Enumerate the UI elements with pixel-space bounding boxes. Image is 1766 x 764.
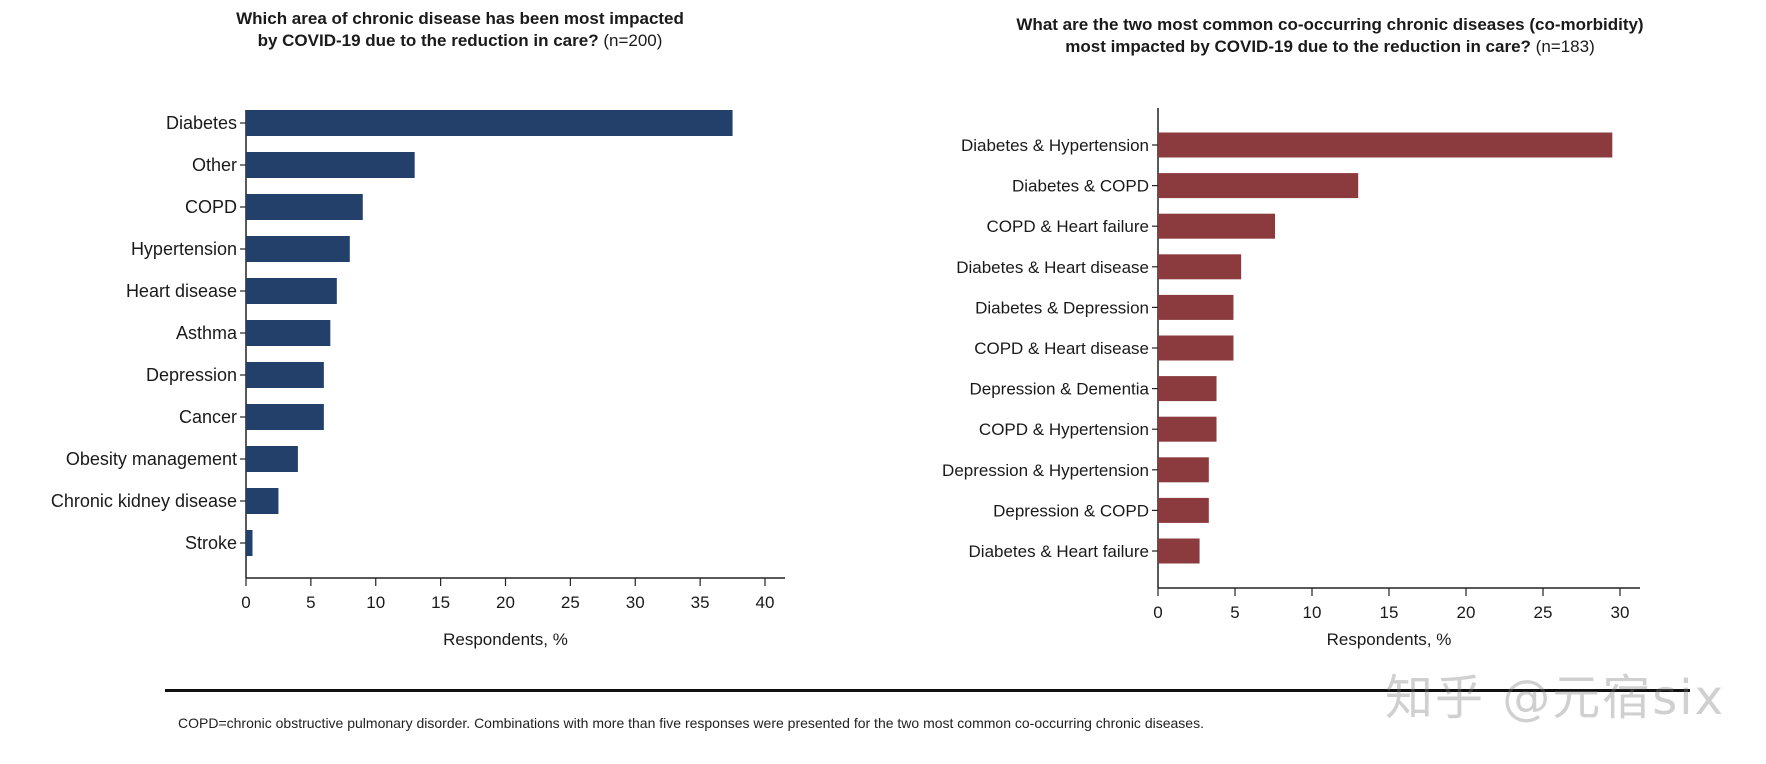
left-xtick-label-4: 20 <box>496 593 515 612</box>
left-category-label-6: Depression <box>146 365 237 385</box>
right-bar-6 <box>1158 376 1217 402</box>
left-category-label-0: Diabetes <box>166 113 237 133</box>
left-category-label-8: Obesity management <box>66 449 237 469</box>
left-xtick-label-5: 25 <box>561 593 580 612</box>
right-xtick-label-1: 5 <box>1230 603 1239 622</box>
right-xtick-label-3: 15 <box>1380 603 1399 622</box>
left-bar-9 <box>246 488 279 514</box>
right-bar-5 <box>1158 335 1234 361</box>
right-bar-0 <box>1158 132 1613 158</box>
right-category-label-2: COPD & Heart failure <box>987 217 1150 236</box>
right-category-label-1: Diabetes & COPD <box>1012 177 1149 196</box>
right-bar-10 <box>1158 538 1200 564</box>
left-bar-1 <box>246 152 415 178</box>
right-bar-2 <box>1158 213 1276 239</box>
left-category-label-4: Heart disease <box>126 281 237 301</box>
right-xtick-label-4: 20 <box>1457 603 1476 622</box>
watermark: 知乎 @元宿six <box>1385 670 1726 726</box>
left-xtick-label-8: 40 <box>756 593 775 612</box>
left-category-label-3: Hypertension <box>131 239 237 259</box>
left-x-axis-label: Respondents, % <box>443 630 568 649</box>
left-category-label-9: Chronic kidney disease <box>51 491 237 511</box>
left-category-label-5: Asthma <box>176 323 238 343</box>
left-category-label-10: Stroke <box>185 533 237 553</box>
right-title-n: (n=183) <box>1535 37 1595 56</box>
right-xtick-label-6: 30 <box>1611 603 1630 622</box>
left-title-n: (n=200) <box>603 31 663 50</box>
right-bar-3 <box>1158 254 1242 280</box>
right-xtick-label-0: 0 <box>1153 603 1162 622</box>
left-bar-2 <box>246 194 363 220</box>
right-category-label-8: Depression & Hypertension <box>942 461 1149 480</box>
left-xtick-label-1: 5 <box>306 593 315 612</box>
right-title-line1: What are the two most common co-occurrin… <box>1016 15 1644 34</box>
right-chart-title: What are the two most common co-occurrin… <box>920 14 1740 58</box>
left-category-label-2: COPD <box>185 197 237 217</box>
left-bar-0 <box>246 110 733 136</box>
left-bar-6 <box>246 362 324 388</box>
left-bar-3 <box>246 236 350 262</box>
right-bar-4 <box>1158 294 1234 320</box>
left-bar-4 <box>246 278 337 304</box>
right-xtick-label-2: 10 <box>1303 603 1322 622</box>
right-category-label-4: Diabetes & Depression <box>975 298 1149 317</box>
left-chart-title: Which area of chronic disease has been m… <box>150 8 770 52</box>
right-category-label-10: Diabetes & Heart failure <box>969 542 1149 561</box>
left-category-label-1: Other <box>192 155 237 175</box>
left-xtick-label-6: 30 <box>626 593 645 612</box>
right-bar-1 <box>1158 173 1359 199</box>
right-x-axis-label: Respondents, % <box>1327 630 1452 649</box>
right-title-line2: most impacted by COVID-19 due to the red… <box>1065 37 1531 56</box>
right-category-label-9: Depression & COPD <box>993 501 1149 520</box>
footer-divider <box>165 689 1690 692</box>
left-bar-8 <box>246 446 298 472</box>
left-bar-10 <box>246 530 253 556</box>
left-xtick-label-3: 15 <box>431 593 450 612</box>
left-title-line1: Which area of chronic disease has been m… <box>236 9 684 28</box>
left-title-line2: by COVID-19 due to the reduction in care… <box>257 31 599 50</box>
right-category-label-3: Diabetes & Heart disease <box>956 258 1149 277</box>
right-xtick-label-5: 25 <box>1534 603 1553 622</box>
left-category-label-7: Cancer <box>179 407 237 427</box>
footnote-text: COPD=chronic obstructive pulmonary disor… <box>178 715 1204 731</box>
right-bar-9 <box>1158 497 1209 523</box>
right-category-label-0: Diabetes & Hypertension <box>961 136 1149 155</box>
left-bar-5 <box>246 320 331 346</box>
left-xtick-label-7: 35 <box>691 593 710 612</box>
right-category-label-6: Depression & Dementia <box>969 380 1149 399</box>
charts-canvas: Diabetes Other COPD Hypertension Heart disea… <box>51 108 1640 649</box>
right-category-label-5: COPD & Heart disease <box>974 339 1149 358</box>
left-xtick-label-2: 10 <box>366 593 385 612</box>
right-bar-7 <box>1158 416 1217 442</box>
right-bar-8 <box>1158 457 1209 483</box>
left-xtick-label-0: 0 <box>241 593 250 612</box>
right-category-label-7: COPD & Hypertension <box>979 420 1149 439</box>
left-bar-7 <box>246 404 324 430</box>
